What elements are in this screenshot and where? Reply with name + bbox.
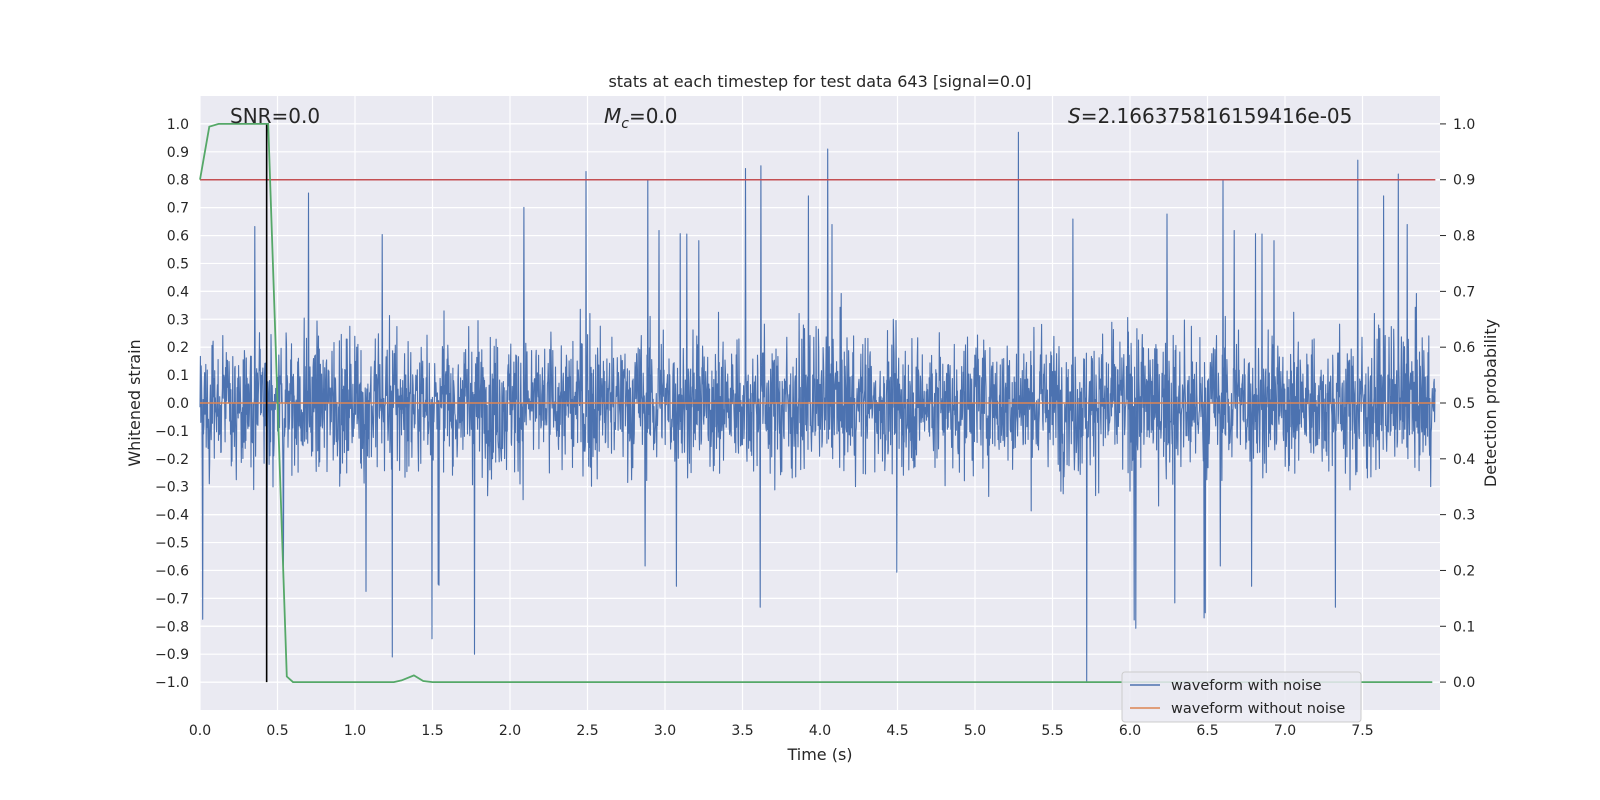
chirp-mass-value: =0.0 <box>629 104 678 128</box>
legend-label-noise: waveform with noise <box>1171 678 1322 694</box>
y-tick-label: 0.1 <box>167 368 189 384</box>
y-tick-label: 0.2 <box>167 340 189 356</box>
legend-label-clean: waveform without noise <box>1171 701 1345 717</box>
x-tick-label: 4.5 <box>886 723 908 739</box>
x-tick-label: 4.0 <box>809 723 831 739</box>
y-tick-label: 1.0 <box>167 117 189 133</box>
y2-tick-label: 0.3 <box>1453 508 1475 524</box>
y2-axis-ticks: 1.0 0.9 0.8 0.7 0.6 0.5 0.4 0.3 0.2 0.1 0.0 <box>1440 117 1475 691</box>
y-tick-label: 0.0 <box>167 396 189 412</box>
y-tick-label: −1.0 <box>155 675 189 691</box>
x-tick-label: 0.0 <box>189 723 211 739</box>
y2-tick-label: 0.5 <box>1453 396 1475 412</box>
x-tick-label: 5.0 <box>964 723 986 739</box>
y-tick-label: 0.8 <box>167 173 189 189</box>
y2-axis-label: Detection probability <box>1481 319 1500 487</box>
series-waveform-with-noise <box>199 131 1436 683</box>
legend-box <box>1121 671 1362 723</box>
y-tick-label: 0.4 <box>167 284 189 300</box>
y-tick-label: −0.8 <box>155 619 189 635</box>
s-value: =2.166375816159416e-05 <box>1081 104 1353 128</box>
y2-tick-label: 0.7 <box>1453 284 1475 300</box>
waveform-with-noise-line <box>199 131 1436 683</box>
x-tick-label: 0.5 <box>266 723 288 739</box>
y-tick-label: 0.6 <box>167 229 189 245</box>
x-tick-label: 2.5 <box>576 723 598 739</box>
y-tick-label: 0.7 <box>167 201 189 217</box>
x-tick-label: 3.5 <box>731 723 753 739</box>
x-axis-label: Time (s) <box>786 745 852 764</box>
y-tick-label: 0.5 <box>167 256 189 272</box>
y-axis-ticks: 1.0 0.9 0.8 0.7 0.6 0.5 0.4 0.3 0.2 0.1 0.0 −0.1 −0.… <box>155 117 189 691</box>
y2-tick-label: 1.0 <box>1453 117 1475 133</box>
y2-tick-label: 0.6 <box>1453 340 1475 356</box>
y-tick-label: 0.9 <box>167 145 189 161</box>
y-tick-label: 0.3 <box>167 312 189 328</box>
snr-annotation: SNR=0.0 <box>230 104 320 128</box>
x-tick-label: 6.0 <box>1119 723 1141 739</box>
x-tick-label: 7.0 <box>1274 723 1296 739</box>
x-tick-label: 1.0 <box>344 723 366 739</box>
y-tick-label: −0.4 <box>155 508 189 524</box>
s-symbol: S <box>1068 104 1081 128</box>
y2-tick-label: 0.9 <box>1453 173 1475 189</box>
y-tick-label: −0.3 <box>155 480 189 496</box>
y2-tick-label: 0.2 <box>1453 563 1475 579</box>
s-annotation: S=2.166375816159416e-05 <box>1068 104 1352 128</box>
x-tick-label: 5.5 <box>1041 723 1063 739</box>
y2-tick-label: 0.1 <box>1453 619 1475 635</box>
y-tick-label: −0.7 <box>155 591 189 607</box>
detection-probability-line <box>199 123 1433 683</box>
y-tick-label: −0.6 <box>155 563 189 579</box>
y-tick-label: −0.5 <box>155 536 189 552</box>
chirp-mass-symbol: M <box>604 104 621 128</box>
legend: waveform with noise waveform without noi… <box>1121 671 1362 723</box>
series-overlays <box>199 123 1436 683</box>
y-axis-label: Whitened strain <box>125 339 144 466</box>
x-tick-label: 1.5 <box>421 723 443 739</box>
x-tick-label: 6.5 <box>1196 723 1218 739</box>
x-tick-label: 3.0 <box>654 723 676 739</box>
y2-tick-label: 0.0 <box>1453 675 1475 691</box>
y-tick-label: −0.2 <box>155 452 189 468</box>
y-tick-label: −0.9 <box>155 647 189 663</box>
x-axis-ticks: 0.0 0.5 1.0 1.5 2.0 2.5 3.0 3.5 4.0 4.5 5.0 5.5 6.0 6… <box>189 723 1374 739</box>
y2-tick-label: 0.8 <box>1453 229 1475 245</box>
y-tick-label: −0.1 <box>155 424 189 440</box>
x-tick-label: 2.0 <box>499 723 521 739</box>
x-tick-label: 7.5 <box>1351 723 1373 739</box>
chart-title: stats at each timestep for test data 643… <box>608 72 1031 91</box>
y2-tick-label: 0.4 <box>1453 452 1475 468</box>
chirp-mass-annotation: Mc=0.0 <box>604 104 678 132</box>
chirp-mass-subscript: c <box>621 116 629 132</box>
